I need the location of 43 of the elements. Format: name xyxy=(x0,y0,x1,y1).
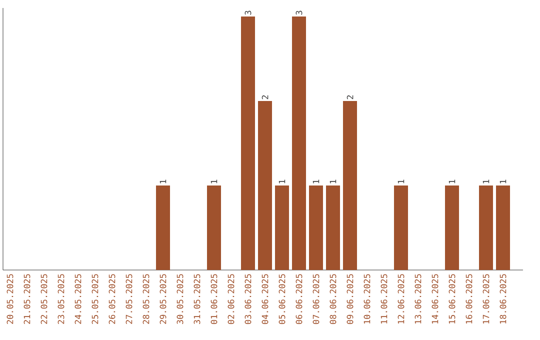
x-tick-label: 27.05.2025 xyxy=(126,274,132,324)
data-label: 1 xyxy=(210,180,218,184)
x-tick-label: 05.06.2025 xyxy=(278,274,286,324)
x-tick-label: 26.05.2025 xyxy=(108,274,116,324)
x-tick-label: 21.05.2025 xyxy=(24,274,30,324)
data-label: 1 xyxy=(482,180,490,184)
data-label: 1 xyxy=(330,180,336,184)
x-tick-label: 17.06.2025 xyxy=(482,274,490,324)
x-tick-label: 01.06.2025 xyxy=(210,274,218,324)
x-tick-label: 02.06.2025 xyxy=(228,274,234,324)
x-tick-label: 06.06.2025 xyxy=(296,274,302,324)
data-label: 1 xyxy=(160,180,166,184)
x-tick-label: 31.05.2025 xyxy=(194,274,200,324)
x-tick-label: 20.05.2025 xyxy=(6,274,14,324)
x-tick-label: 29.05.2025 xyxy=(160,274,166,324)
data-label: 2 xyxy=(262,95,268,100)
data-label: 2 xyxy=(346,95,354,100)
x-tick-label: 08.06.2025 xyxy=(330,274,336,324)
x-tick-label: 16.06.2025 xyxy=(466,274,472,324)
x-tick-label: 04.06.2025 xyxy=(262,274,268,324)
x-tick-label: 25.05.2025 xyxy=(92,274,98,324)
x-tick-label: 23.05.2025 xyxy=(58,274,64,324)
data-label: 1 xyxy=(448,180,456,184)
data-label: 1 xyxy=(500,180,506,184)
x-tick-label: 07.06.2025 xyxy=(312,274,320,324)
x-tick-label: 24.05.2025 xyxy=(74,274,82,324)
x-tick-label: 14.06.2025 xyxy=(432,274,438,324)
x-tick-label: 09.06.2025 xyxy=(346,274,354,324)
x-tick-label: 13.06.2025 xyxy=(414,274,422,324)
x-tick-label: 30.05.2025 xyxy=(176,274,184,324)
x-tick-label: 28.05.2025 xyxy=(142,274,150,324)
data-label: 1 xyxy=(278,180,286,184)
x-tick-label: 18.06.2025 xyxy=(500,274,506,324)
data-label: 3 xyxy=(244,10,252,15)
data-label: 3 xyxy=(296,10,302,15)
x-tick-label: 12.06.2025 xyxy=(398,274,404,324)
x-tick-label: 15.06.2025 xyxy=(448,274,456,324)
x-tick-label: 10.06.2025 xyxy=(364,274,370,324)
x-tick-label: 03.06.2025 xyxy=(244,274,252,324)
data-label: 1 xyxy=(312,180,320,184)
data-label: 1 xyxy=(398,180,404,184)
x-tick-label: 22.05.2025 xyxy=(40,274,48,324)
x-tick-label: 11.06.2025 xyxy=(380,274,388,324)
